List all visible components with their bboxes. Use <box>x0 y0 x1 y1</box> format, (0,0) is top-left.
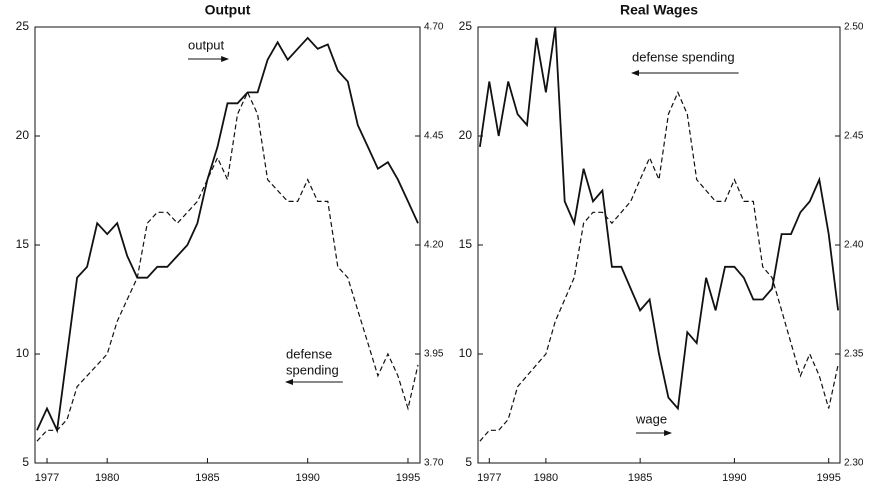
annotation: output <box>188 37 225 52</box>
y-tick-label: 15 <box>16 237 30 251</box>
y-tick-label: 20 <box>459 128 473 142</box>
y-tick-label: 5 <box>465 455 472 469</box>
annotation: defense <box>286 346 332 361</box>
x-tick-label: 1985 <box>628 472 652 484</box>
y2-tick-label: 4.70 <box>424 22 444 33</box>
y2-tick-label: 2.45 <box>844 131 864 142</box>
x-tick-label: 1985 <box>195 472 219 484</box>
x-tick-label: 1980 <box>534 472 558 484</box>
x-tick-label: 1977 <box>35 472 59 484</box>
y-tick-label: 25 <box>16 19 30 33</box>
y2-tick-label: 2.50 <box>844 22 864 33</box>
x-tick-label: 1990 <box>295 472 319 484</box>
series-line <box>36 90 419 442</box>
y-tick-label: 20 <box>16 128 30 142</box>
panel: Output 5 10 15 20 25 3.70 3.95 4.20 4.45 4.70 1977 1… <box>16 2 444 484</box>
y2-tick-label: 2.35 <box>844 349 864 360</box>
annotation: spending <box>286 362 339 377</box>
y2-tick-label: 4.20 <box>424 240 444 251</box>
y-tick-label: 5 <box>22 455 29 469</box>
y2-tick-label: 2.40 <box>844 240 864 251</box>
x-tick-label: 1990 <box>722 472 746 484</box>
y2-tick-label: 3.70 <box>424 458 444 469</box>
x-tick-label: 1995 <box>396 472 420 484</box>
y-tick-label: 25 <box>459 19 473 33</box>
series-line <box>36 36 419 434</box>
y-tick-label: 15 <box>459 237 473 251</box>
y2-tick-label: 2.30 <box>844 458 864 469</box>
panel: Real Wages 5 10 15 20 25 2.30 2.35 2.40 2.45 2.50 1… <box>459 2 864 484</box>
y-tick-label: 10 <box>459 346 473 360</box>
y2-tick-label: 4.45 <box>424 131 444 142</box>
annotation: wage <box>635 411 667 426</box>
chart-title: Output <box>205 2 251 18</box>
x-tick-label: 1980 <box>95 472 119 484</box>
x-tick-label: 1995 <box>816 472 840 484</box>
x-tick-label: 1977 <box>477 472 501 484</box>
y2-tick-label: 3.95 <box>424 349 444 360</box>
series-line <box>479 90 839 442</box>
series-line <box>479 26 839 411</box>
y-tick-label: 10 <box>16 346 30 360</box>
chart-title: Real Wages <box>620 2 698 18</box>
annotation: defense spending <box>632 49 735 64</box>
plot-frame <box>477 26 841 464</box>
